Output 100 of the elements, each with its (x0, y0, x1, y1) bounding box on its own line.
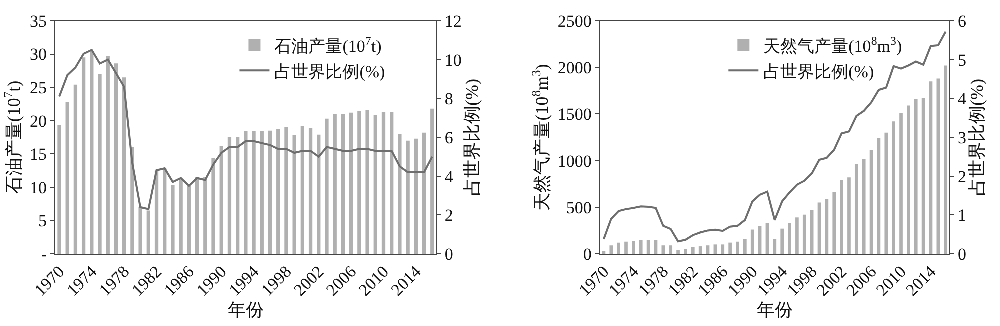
y-tick-label: 0 (583, 244, 592, 264)
bar (698, 246, 702, 254)
bar (669, 246, 673, 254)
bar (228, 138, 232, 254)
bar (788, 223, 792, 254)
y-tick-label: 2000 (558, 58, 592, 78)
bar (610, 246, 614, 254)
y-tick-label: 30 (30, 45, 48, 64)
y2-tick-label: 10 (444, 50, 462, 70)
bar (308, 128, 313, 254)
y2-tick-label: 2 (444, 206, 454, 226)
bar (187, 186, 192, 254)
bar (914, 99, 918, 254)
bar (398, 134, 402, 254)
y2-tick-label: 5 (958, 50, 966, 70)
bar (877, 138, 881, 254)
bar (892, 122, 896, 254)
bar (163, 168, 167, 254)
bar (900, 113, 903, 254)
bar (825, 199, 829, 254)
bar (341, 114, 346, 254)
bar (325, 118, 329, 254)
bar (244, 132, 248, 254)
bar (220, 146, 224, 254)
y-tick-label: 20 (30, 112, 48, 131)
y-tick-label: 1000 (558, 152, 592, 171)
bar (260, 132, 264, 254)
bar (639, 240, 643, 254)
y-tick-label: 500 (566, 198, 592, 218)
bar (736, 242, 740, 254)
bar (212, 158, 216, 254)
bar (773, 239, 777, 254)
bar (848, 178, 851, 254)
bar (122, 78, 126, 254)
bar (907, 106, 910, 254)
y2-tick-label: 2 (958, 167, 966, 186)
bar (171, 185, 175, 254)
y-tick-label: 2500 (558, 12, 592, 31)
bar (758, 226, 762, 254)
y2-tick-label: 0 (444, 244, 454, 264)
bar (714, 244, 718, 254)
bar (146, 210, 150, 254)
bar (624, 242, 628, 254)
y2-tick-label: 1 (958, 206, 966, 226)
bar (114, 64, 118, 254)
bar (810, 210, 814, 254)
y2-axis-title: 占世界比例(%) (967, 79, 988, 196)
bar (58, 126, 62, 254)
bar (382, 112, 386, 254)
bar (317, 134, 321, 254)
bar (721, 244, 725, 254)
bar (98, 74, 102, 254)
y2-tick-label: 6 (444, 128, 454, 148)
bar (414, 138, 418, 254)
bar (862, 158, 866, 254)
bar (292, 136, 296, 254)
bar (358, 112, 362, 254)
bar (796, 218, 799, 254)
y-tick-label: 25 (30, 78, 48, 98)
bar (138, 207, 142, 254)
bar (406, 140, 410, 254)
bar (840, 180, 844, 254)
bar (106, 56, 110, 254)
x-axis-title: 年份 (756, 300, 793, 320)
y2-axis-title: 占世界比例(%) (462, 79, 482, 196)
legend-label: 占世界比例(%) (274, 62, 386, 82)
y2-tick-label: 3 (958, 128, 966, 148)
bar (684, 249, 688, 254)
bar (252, 132, 256, 254)
y2-tick-label: 4 (444, 167, 454, 186)
y-tick-label: 35 (30, 12, 48, 31)
bar (204, 177, 208, 254)
y-tick-label: 15 (30, 145, 48, 164)
bar (691, 247, 695, 254)
bar (662, 246, 666, 254)
bar (706, 246, 710, 254)
legend-label: 石油产量(10$^{7}$t) (274, 34, 382, 56)
bar (74, 84, 78, 254)
bar (90, 52, 94, 254)
bar (349, 112, 354, 254)
bar (390, 112, 394, 254)
bar (422, 132, 426, 254)
legend-label: 占世界比例(%) (764, 62, 874, 82)
bar (333, 114, 337, 254)
bar (66, 102, 70, 254)
bar (728, 242, 732, 254)
bar (870, 150, 874, 254)
y-tick-label: 5 (38, 212, 48, 231)
bar (276, 130, 280, 254)
bar (884, 132, 888, 254)
bar (929, 82, 933, 254)
bar (654, 240, 658, 254)
bar (236, 138, 240, 254)
bar (832, 192, 836, 254)
y-tick-label: 10 (30, 178, 48, 198)
bar (154, 170, 159, 254)
y2-tick-label: 0 (958, 244, 966, 264)
y2-tick-label: 6 (958, 12, 966, 31)
x-axis-title: 年份 (228, 300, 264, 320)
y-tick-label: - (41, 244, 48, 264)
